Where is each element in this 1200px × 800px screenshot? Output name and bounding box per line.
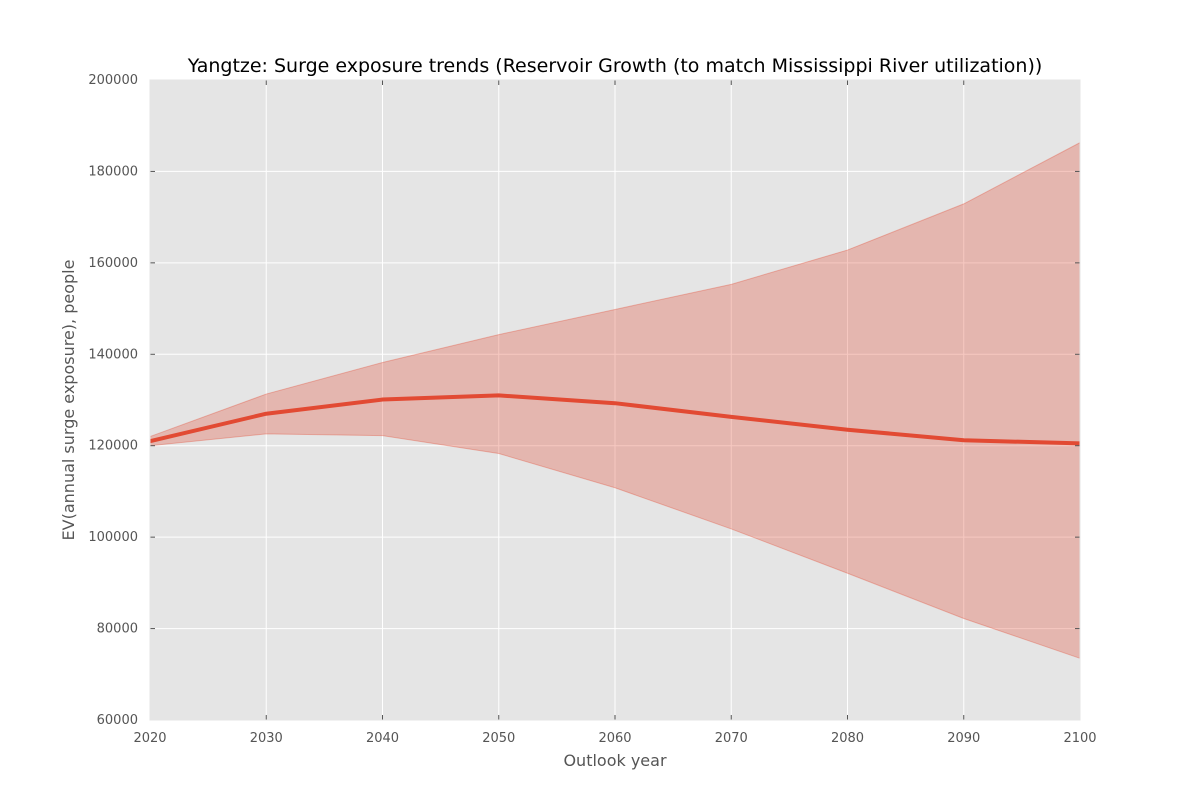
x-tick-label: 2050 [482,731,515,746]
y-tick-label: 180000 [88,164,138,179]
y-tick-label: 100000 [88,530,138,545]
data-point [265,413,267,415]
axis-ticks: 2020 2030 2040 2050 2060 2070 2080 2090 2100 6000… [88,73,1096,746]
x-axis-label: Outlook year [563,751,667,770]
x-tick-label: 2070 [715,731,748,746]
chart-title: Yangtze: Surge exposure trends (Reservoi… [187,55,1043,77]
data-point [614,402,616,404]
x-tick-label: 2030 [250,731,283,746]
y-tick-label: 60000 [97,713,138,728]
y-axis-label: EV(annual surge exposure), people [59,260,78,541]
x-tick-label: 2020 [133,731,166,746]
y-tick-label: 200000 [88,73,138,88]
x-tick-label: 2040 [366,731,399,746]
data-point [382,399,383,401]
x-tick-label: 2060 [598,731,631,746]
x-tick-label: 2080 [831,731,864,746]
y-tick-label: 80000 [97,622,138,637]
data-point [498,394,500,396]
plot-frame [149,79,1081,721]
y-tick-label: 120000 [88,439,138,454]
data-point [963,439,965,441]
x-tick-label: 2100 [1063,731,1096,746]
data-point [847,429,848,431]
y-tick-label: 160000 [88,256,138,271]
y-tick-label: 140000 [88,347,138,362]
x-tick-label: 2090 [947,731,980,746]
data-point [730,416,732,418]
